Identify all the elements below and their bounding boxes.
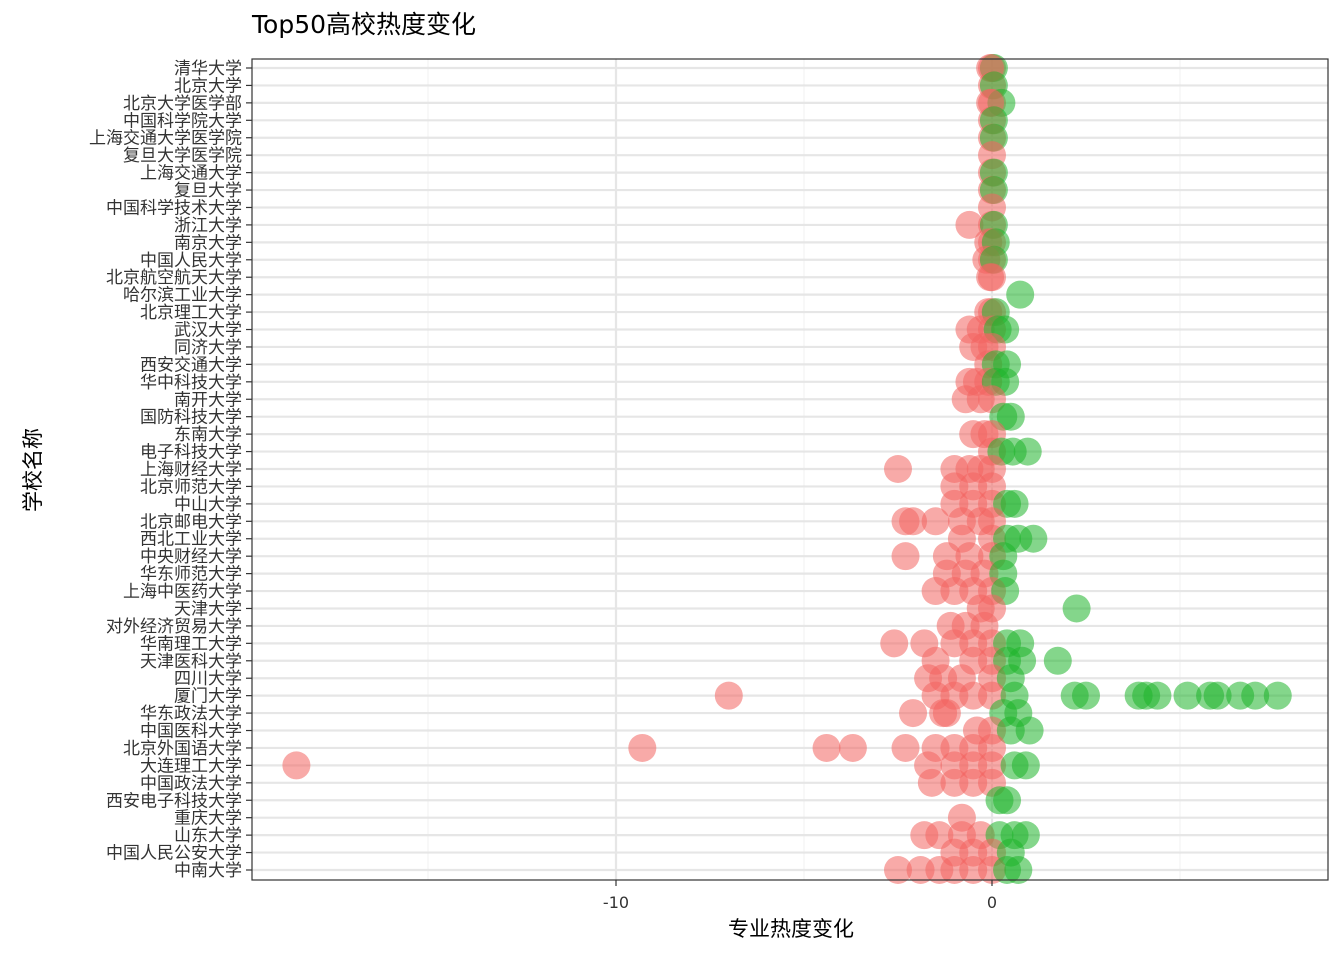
- y-tick-label: 重庆大学: [174, 809, 242, 829]
- y-tick-label: 大连理工大学: [140, 756, 242, 776]
- data-point: [714, 681, 743, 710]
- y-tick-label: 中国科学院大学: [123, 111, 242, 131]
- y-tick-label: 国防科技大学: [140, 408, 242, 428]
- data-point: [812, 733, 841, 762]
- y-tick-label: 哈尔滨工业大学: [123, 286, 242, 306]
- data-point: [891, 733, 920, 762]
- data-point: [1241, 681, 1270, 710]
- chart-title: Top50高校热度变化: [251, 10, 476, 39]
- data-point: [1004, 856, 1033, 884]
- y-tick-label: 武汉大学: [174, 321, 242, 341]
- y-tick-label: 对外经济贸易大学: [106, 617, 242, 637]
- data-point: [1015, 716, 1044, 745]
- y-tick-label: 华东政法大学: [140, 704, 242, 724]
- data-point: [1011, 751, 1040, 780]
- y-tick-label: 东南大学: [174, 425, 242, 445]
- y-tick-label: 西安交通大学: [140, 355, 242, 375]
- data-point: [880, 629, 909, 658]
- y-tick-label: 天津大学: [174, 599, 242, 619]
- y-tick-label: 厦门大学: [174, 687, 242, 707]
- data-point: [628, 733, 657, 762]
- data-point: [1019, 524, 1048, 553]
- y-tick-label: 中央财经大学: [140, 547, 242, 567]
- data-point: [993, 786, 1022, 815]
- y-tick-label: 上海交通大学: [140, 164, 242, 184]
- data-point: [1000, 489, 1029, 518]
- y-tick-label: 中国医科大学: [140, 722, 242, 742]
- data-point: [932, 699, 961, 728]
- data-point: [1143, 681, 1172, 710]
- y-tick-label: 北京理工大学: [140, 303, 242, 323]
- data-point: [838, 733, 867, 762]
- data-point: [1203, 681, 1232, 710]
- y-tick-label: 天津医科大学: [140, 652, 242, 672]
- data-point: [1013, 437, 1042, 466]
- y-tick-label: 复旦大学医学院: [123, 146, 242, 166]
- y-tick-label: 同济大学: [174, 338, 242, 358]
- y-tick-label: 西安电子科技大学: [106, 791, 242, 811]
- data-point: [978, 263, 1006, 292]
- data-point: [996, 402, 1025, 431]
- data-point: [891, 542, 920, 571]
- y-tick-label: 华东师范大学: [140, 565, 242, 585]
- data-point: [899, 699, 928, 728]
- y-tick-label: 中南大学: [174, 861, 242, 881]
- data-point: [1263, 681, 1292, 710]
- y-tick-label: 中山大学: [174, 495, 242, 515]
- y-tick-label: 西北工业大学: [140, 530, 242, 550]
- y-tick-label: 中国科学技术大学: [106, 198, 242, 218]
- y-tick-label: 北京大学医学部: [123, 94, 242, 114]
- y-tick-label: 北京大学: [174, 76, 242, 96]
- y-tick-label: 南开大学: [174, 390, 242, 410]
- y-axis-label: 学校名称: [21, 428, 45, 512]
- y-tick-label: 中国人民大学: [140, 251, 242, 271]
- data-point: [1043, 646, 1072, 675]
- y-tick-label: 复旦大学: [174, 181, 242, 201]
- plot-area: 清华大学北京大学北京大学医学部中国科学院大学上海交通大学医学院复旦大学医学院上海…: [89, 54, 1329, 912]
- data-point: [282, 751, 311, 780]
- y-tick-label: 北京邮电大学: [140, 512, 242, 532]
- x-axis-label: 专业热度变化: [728, 917, 854, 941]
- data-point: [917, 768, 946, 797]
- x-tick-label: 0: [987, 893, 997, 912]
- data-point: [899, 507, 928, 536]
- y-tick-label: 北京外国语大学: [123, 739, 242, 759]
- y-tick-label: 中国人民公安大学: [106, 844, 242, 864]
- y-tick-label: 南京大学: [174, 233, 242, 253]
- y-tick-label: 华中科技大学: [140, 373, 242, 393]
- y-tick-label: 山东大学: [174, 826, 242, 846]
- data-point: [1062, 594, 1091, 623]
- data-point: [921, 507, 950, 536]
- y-tick-label: 清华大学: [174, 59, 242, 79]
- y-tick-label: 中国政法大学: [140, 774, 242, 794]
- y-tick-label: 上海交通大学医学院: [89, 129, 242, 149]
- data-point: [1072, 681, 1100, 710]
- y-tick-label: 电子科技大学: [140, 443, 242, 463]
- data-point: [884, 455, 912, 483]
- data-point: [1006, 280, 1035, 309]
- y-tick-label: 北京航空航天大学: [106, 268, 242, 288]
- y-tick-label: 上海中医药大学: [123, 582, 242, 602]
- y-tick-label: 四川大学: [174, 669, 242, 689]
- data-point: [1173, 681, 1202, 710]
- data-point: [884, 856, 912, 884]
- y-tick-label: 浙江大学: [174, 216, 242, 236]
- y-tick-label: 华南理工大学: [140, 634, 242, 654]
- y-tick-label: 上海财经大学: [140, 460, 242, 480]
- y-tick-label: 北京师范大学: [140, 477, 242, 497]
- data-point: [955, 210, 984, 239]
- x-tick-label: -10: [603, 893, 629, 912]
